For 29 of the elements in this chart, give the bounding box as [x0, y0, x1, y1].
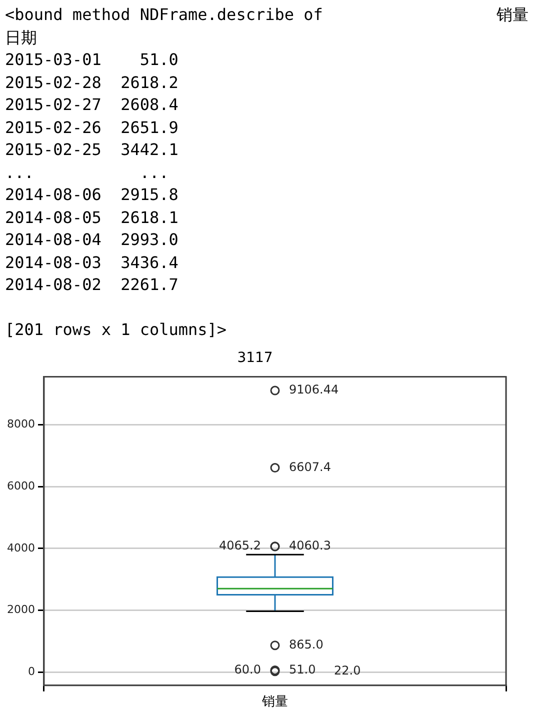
text: 2014-08-06 2915.8: [5, 184, 180, 206]
text: 2015-02-25 3442.1: [5, 139, 180, 161]
text: 2015-02-28 2618.2: [5, 72, 180, 94]
x-tick-label: 销量: [260, 694, 288, 710]
y-tick-label: 0: [28, 664, 35, 678]
text: <bound method NDFrame.describe of 销量: [5, 4, 530, 26]
text: 日期: [5, 26, 38, 48]
text: 2014-08-04 2993.0: [5, 229, 180, 251]
text: 2014-08-02 2261.7: [5, 274, 180, 296]
annotation: 4065.2: [219, 538, 262, 553]
text: ... ...: [5, 162, 170, 184]
annotation: 6607.4: [288, 460, 331, 474]
annotation: 9106.44: [288, 382, 339, 397]
text: 2015-02-27 2608.4: [5, 94, 180, 116]
annotation: 4060.3: [288, 538, 331, 553]
y-tick-label: 6000: [6, 479, 35, 492]
text: [201 rows x 1 columns]>: [5, 318, 228, 340]
y-tick-label: 8000: [6, 418, 35, 431]
annotation: 865.0: [288, 637, 324, 652]
y-tick-label: 4000: [6, 541, 35, 554]
text: 2015-03-01 51.0: [5, 49, 180, 71]
annotation: 51.0: [288, 662, 316, 677]
y-tick-label: 2000: [6, 603, 35, 616]
annotation: 22.0: [334, 664, 361, 678]
text: 2014-08-05 2618.1: [5, 206, 180, 228]
annotation: 60.0: [234, 662, 261, 676]
text: 2015-02-26 2651.9: [5, 116, 180, 138]
chart-title: 3117: [237, 350, 273, 366]
text: 2014-08-03 3436.4: [5, 252, 180, 274]
